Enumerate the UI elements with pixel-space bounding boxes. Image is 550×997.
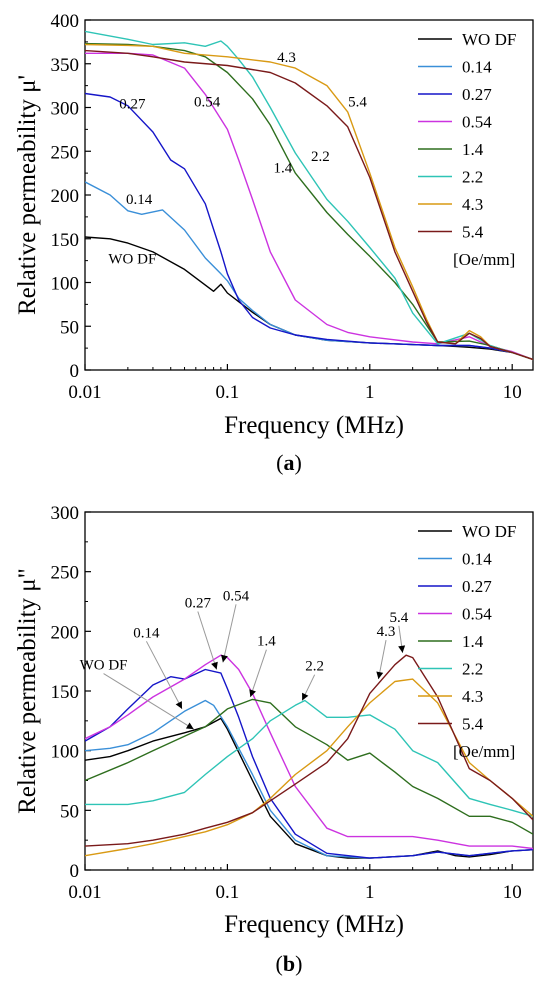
y-tick-label: 100 bbox=[51, 274, 80, 295]
y-tick-label: 350 bbox=[51, 55, 80, 76]
legend-label: 1.4 bbox=[462, 632, 484, 651]
y-tick-label: 100 bbox=[51, 742, 80, 763]
annotation-arrowhead bbox=[398, 645, 406, 653]
series-line-0.54 bbox=[85, 654, 533, 850]
annotation-label: 4.3 bbox=[277, 50, 296, 66]
series-line-wo-df bbox=[85, 717, 533, 859]
x-axis-label: Frequency (MHz) bbox=[224, 412, 404, 439]
annotation-label: WO DF bbox=[80, 658, 128, 674]
legend-label: WO DF bbox=[462, 522, 516, 541]
series-line-1.4 bbox=[85, 698, 533, 835]
legend-label: 0.27 bbox=[462, 85, 492, 104]
y-tick-label: 300 bbox=[51, 503, 80, 524]
annotation-label: 5.4 bbox=[389, 610, 408, 626]
annotation-leader-line bbox=[103, 673, 194, 730]
annotation-leader-line bbox=[197, 611, 218, 670]
series-line-4.3 bbox=[85, 678, 533, 857]
x-tick-label: 1 bbox=[365, 882, 375, 903]
annotation-arrowhead bbox=[185, 722, 194, 730]
y-tick-label: 50 bbox=[60, 801, 79, 822]
annotation-leader-line bbox=[222, 604, 237, 663]
y-tick-label: 0 bbox=[70, 861, 80, 882]
annotation-label: 1.4 bbox=[273, 160, 292, 176]
x-tick-label: 0.1 bbox=[216, 382, 240, 403]
series-line-5.4 bbox=[85, 49, 533, 361]
legend-label: 5.4 bbox=[462, 715, 484, 734]
annotation-label: 0.14 bbox=[133, 625, 160, 641]
series-line-2.2 bbox=[85, 699, 533, 817]
annotation-label: WO DF bbox=[108, 251, 156, 267]
series-line-0.27 bbox=[85, 92, 533, 361]
legend-unit-note: [Oe/mm] bbox=[453, 250, 515, 269]
annotation-arrowhead bbox=[221, 654, 228, 663]
series-group bbox=[85, 654, 533, 859]
x-tick-label: 0.1 bbox=[216, 882, 240, 903]
series-line-1.4 bbox=[85, 42, 533, 361]
legend-label: 0.14 bbox=[462, 550, 492, 569]
annotation-arrowhead bbox=[249, 689, 256, 697]
legend-label: 2.2 bbox=[462, 168, 483, 187]
series-line-2.2 bbox=[85, 30, 533, 361]
annotation-leader-line bbox=[249, 649, 267, 698]
legend-label: 4.3 bbox=[462, 687, 483, 706]
legend: WO DF 0.14 0.27 0.54 1.4 2.2 4.3 5.4 [Oe/mm] bbox=[418, 522, 516, 761]
legend: WO DF 0.14 0.27 0.54 1.4 2.2 4.3 5.4 [Oe/mm] bbox=[418, 30, 516, 269]
annotation-label: 1.4 bbox=[257, 634, 276, 650]
series-line-0.27 bbox=[85, 668, 533, 859]
annotation-label: 2.2 bbox=[311, 149, 330, 165]
legend-unit-note: [Oe/mm] bbox=[453, 742, 515, 761]
y-tick-label: 300 bbox=[51, 99, 80, 120]
y-tick-label: 0 bbox=[70, 361, 80, 382]
y-tick-label: 250 bbox=[51, 142, 80, 163]
series-line-0.54 bbox=[85, 52, 533, 361]
x-tick-label: 0.01 bbox=[68, 382, 101, 403]
series-line-5.4 bbox=[85, 654, 533, 847]
legend-label: 4.3 bbox=[462, 195, 483, 214]
y-tick-label: 200 bbox=[51, 186, 80, 207]
annotation-arrowhead bbox=[376, 671, 384, 680]
annotation-arrowhead bbox=[211, 661, 218, 670]
annotation-label: 2.2 bbox=[305, 659, 324, 675]
x-tick-label: 1 bbox=[365, 382, 375, 403]
annotation-arrowhead bbox=[302, 692, 309, 701]
y-axis-label: Relative permeability μ" bbox=[14, 568, 41, 814]
x-tick-label: 10 bbox=[503, 882, 522, 903]
annotation-arrowhead bbox=[175, 701, 183, 709]
panel-label: (a) bbox=[276, 450, 302, 475]
x-axis-label: Frequency (MHz) bbox=[224, 911, 404, 938]
legend-label: 0.14 bbox=[462, 58, 492, 77]
legend-label: WO DF bbox=[462, 30, 516, 49]
annotation-label: 0.54 bbox=[194, 95, 221, 111]
annotation-label: 0.27 bbox=[185, 595, 212, 611]
y-axis-label: Relative permeability μ' bbox=[14, 75, 41, 315]
annotation-label: 5.4 bbox=[348, 95, 367, 111]
y-tick-label: 400 bbox=[51, 11, 80, 32]
y-tick-label: 50 bbox=[60, 317, 79, 338]
legend-label: 0.54 bbox=[462, 113, 492, 132]
y-tick-label: 150 bbox=[51, 230, 80, 251]
legend-label: 2.2 bbox=[462, 660, 483, 679]
legend-label: 5.4 bbox=[462, 223, 484, 242]
annotation-leader-line bbox=[145, 641, 183, 710]
chart-panel-b: 0 50 100 150 200 250 300 0.01 0.1 1 10 Frequency (M… bbox=[14, 503, 534, 976]
annotation-label: 4.3 bbox=[377, 624, 396, 640]
x-tick-label: 10 bbox=[503, 382, 522, 403]
legend-label: 0.27 bbox=[462, 577, 492, 596]
chart-panel-a: 0 50 100 150 200 250 300 350 400 0.01 0.1 1 10 Freque… bbox=[14, 11, 534, 475]
annotation-label: 0.14 bbox=[126, 192, 153, 208]
panel-label: (b) bbox=[276, 951, 303, 976]
legend-label: 0.54 bbox=[462, 605, 492, 624]
legend-label: 1.4 bbox=[462, 140, 484, 159]
series-group bbox=[85, 30, 533, 361]
annotation-label: 0.27 bbox=[119, 96, 146, 112]
annotation-label: 0.54 bbox=[223, 588, 250, 604]
series-line-4.3 bbox=[85, 43, 533, 361]
y-tick-label: 150 bbox=[51, 682, 80, 703]
y-tick-label: 250 bbox=[51, 563, 80, 584]
y-tick-label: 200 bbox=[51, 622, 80, 643]
x-tick-label: 0.01 bbox=[68, 882, 101, 903]
